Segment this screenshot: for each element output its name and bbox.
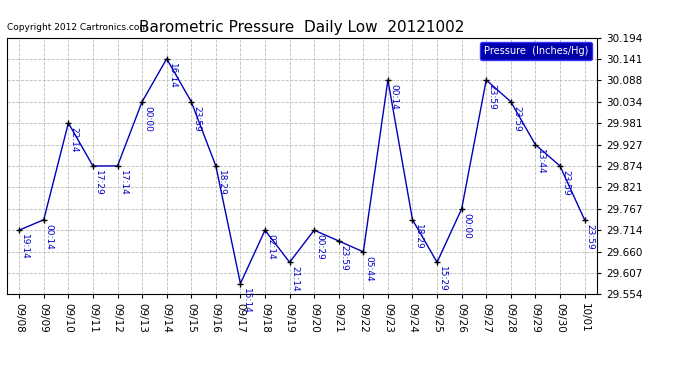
Title: Barometric Pressure  Daily Low  20121002: Barometric Pressure Daily Low 20121002: [139, 20, 464, 35]
Text: 23:59: 23:59: [561, 170, 570, 196]
Text: 23:59: 23:59: [193, 106, 201, 132]
Text: 00:00: 00:00: [143, 106, 152, 132]
Text: 02:14: 02:14: [266, 234, 275, 260]
Text: 22:14: 22:14: [70, 127, 79, 153]
Text: 21:14: 21:14: [290, 266, 299, 292]
Text: 17:14: 17:14: [119, 170, 128, 196]
Text: 13:44: 13:44: [536, 149, 546, 174]
Text: 23:59: 23:59: [586, 224, 595, 250]
Text: 16:14: 16:14: [168, 63, 177, 89]
Text: 23:59: 23:59: [339, 245, 349, 271]
Text: 23:59: 23:59: [487, 84, 496, 110]
Text: 17:29: 17:29: [94, 170, 103, 196]
Text: 00:29: 00:29: [315, 234, 324, 260]
Text: 19:14: 19:14: [20, 234, 29, 260]
Text: 18:29: 18:29: [217, 170, 226, 196]
Text: Copyright 2012 Cartronics.com: Copyright 2012 Cartronics.com: [7, 22, 148, 32]
Legend: Pressure  (Inches/Hg): Pressure (Inches/Hg): [480, 42, 592, 60]
Text: 05:44: 05:44: [364, 256, 373, 282]
Text: 00:14: 00:14: [389, 84, 398, 110]
Text: 23:59: 23:59: [512, 106, 521, 132]
Text: 15:29: 15:29: [438, 266, 447, 292]
Text: 00:00: 00:00: [463, 213, 472, 239]
Text: 18:29: 18:29: [413, 224, 422, 250]
Text: 15:14: 15:14: [241, 288, 250, 314]
Text: 00:14: 00:14: [45, 224, 54, 250]
